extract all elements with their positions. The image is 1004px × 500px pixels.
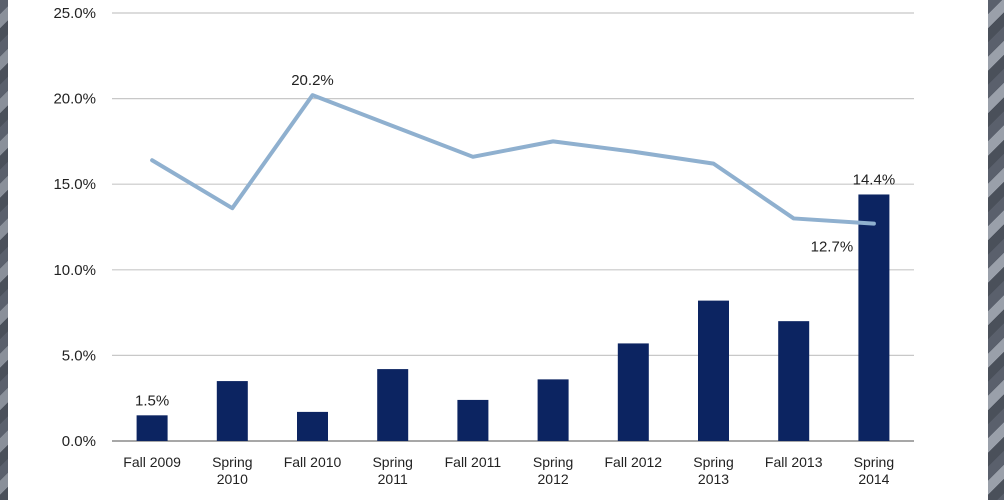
right-frame-border	[988, 0, 1004, 500]
x-tick-label: Spring 2011	[372, 454, 412, 487]
x-tick-label: Spring 2014	[854, 454, 894, 487]
data-label: 1.5%	[135, 392, 169, 409]
bar	[698, 300, 729, 441]
x-tick-label: Fall 2010	[284, 454, 342, 470]
data-label: 20.2%	[291, 72, 334, 89]
y-tick-label: 0.0%	[62, 433, 96, 450]
x-tick-label: Spring 2012	[533, 454, 573, 487]
bar	[216, 381, 248, 441]
x-tick-label: Fall 2012	[605, 454, 663, 470]
bar	[136, 415, 168, 441]
combo-chart: 0.0% 5.0% 10.0% 15.0% 20.0% 25.0% Fall 2009 Sp…	[53, 5, 914, 487]
bar	[377, 369, 409, 441]
bar-series	[136, 194, 890, 441]
series-line	[150, 93, 876, 226]
y-tick-label: 25.0%	[53, 5, 96, 22]
x-axis-ticks: Fall 2009 Spring 2010 Fall 2010 Spring 2011 Fa…	[123, 454, 894, 487]
x-tick-label: Fall 2011	[445, 454, 502, 470]
x-tick-label: Spring 2010	[212, 454, 252, 487]
line-series	[150, 93, 876, 226]
x-tick-label: Fall 2009	[123, 454, 181, 470]
data-label: 12.7%	[811, 239, 854, 256]
bar	[778, 321, 810, 441]
chart-panel: 0.0% 5.0% 10.0% 15.0% 20.0% 25.0% Fall 2009 Sp…	[8, 0, 988, 500]
x-tick-label: Fall 2013	[765, 454, 823, 470]
left-frame-border	[0, 0, 8, 500]
y-tick-label: 15.0%	[53, 176, 96, 193]
bar	[617, 343, 649, 441]
y-axis-ticks: 0.0% 5.0% 10.0% 15.0% 20.0% 25.0%	[53, 5, 96, 450]
x-tick-label: Spring 2013	[693, 454, 733, 487]
bar	[297, 411, 328, 441]
y-tick-label: 10.0%	[53, 262, 96, 279]
y-tick-label: 5.0%	[62, 347, 96, 364]
data-label: 14.4%	[853, 171, 896, 188]
data-labels: 1.5% 20.2% 14.4% 12.7%	[135, 72, 895, 409]
y-tick-label: 20.0%	[53, 91, 96, 108]
bar	[537, 379, 569, 441]
bar	[457, 399, 489, 441]
bar	[858, 194, 890, 441]
